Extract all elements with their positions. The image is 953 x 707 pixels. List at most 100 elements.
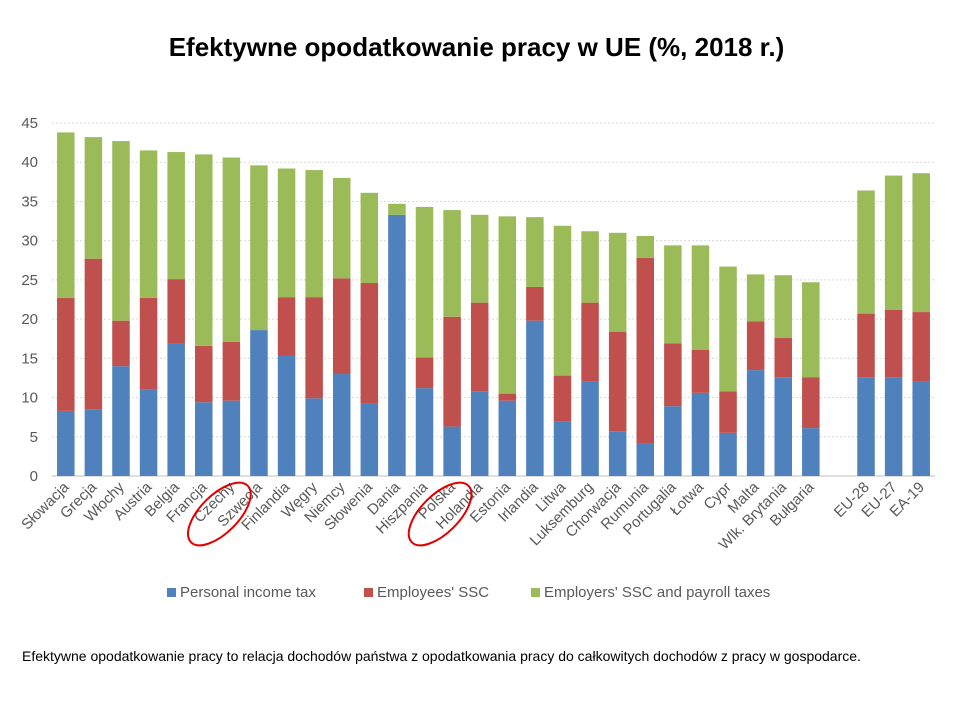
bar-segment: [636, 257, 655, 444]
bar-segment: [84, 258, 103, 410]
bar-segment: [526, 320, 544, 476]
bar-segment: [388, 203, 406, 215]
y-tick-label: 10: [21, 390, 38, 407]
y-tick-label: 15: [21, 350, 38, 367]
bar-segment: [470, 214, 489, 303]
bar-segment: [84, 409, 103, 476]
bar-segment: [608, 331, 627, 432]
y-tick-label: 20: [21, 311, 38, 328]
bar-segment: [884, 377, 903, 476]
highlight-ellipse: [187, 481, 252, 547]
bar-segment: [112, 320, 130, 367]
bar-segment: [195, 345, 213, 403]
bar-segment: [195, 154, 213, 346]
bar-segment: [167, 343, 185, 476]
bar-segment: [57, 297, 75, 411]
bar-segment: [664, 343, 682, 407]
bar-segment: [802, 282, 820, 378]
bar-segment: [84, 137, 103, 259]
legend-swatch: [167, 588, 176, 597]
bar-segment: [498, 216, 517, 394]
bar-segment: [305, 297, 323, 399]
bar-segment: [57, 132, 75, 298]
bar-segment: [332, 374, 351, 476]
y-tick-label: 0: [30, 468, 38, 485]
bar-segment: [746, 274, 765, 322]
bar-segment: [802, 377, 820, 429]
bar-segment: [857, 190, 875, 314]
y-tick-label: 35: [21, 193, 38, 210]
bar-segment: [884, 309, 903, 378]
bar-segment: [167, 279, 185, 344]
bar-segment: [139, 297, 158, 390]
bar-segment: [608, 232, 627, 332]
footnote: Efektywne opodatkowanie pracy to relacja…: [22, 648, 861, 664]
bar-segment: [277, 168, 296, 298]
bar-segment: [360, 403, 379, 476]
bar-segment: [470, 391, 489, 476]
bar-segment: [415, 388, 434, 476]
y-tick-label: 30: [21, 233, 38, 250]
bar-segment: [774, 275, 792, 338]
bar-segment: [691, 392, 710, 476]
bar-segment: [581, 302, 599, 382]
bar-segment: [774, 377, 792, 476]
legend-swatch: [531, 588, 540, 597]
bar-segment: [526, 286, 544, 321]
bar-segment: [857, 313, 875, 378]
legend-label: Employers' SSC and payroll taxes: [544, 584, 770, 601]
bar-segment: [802, 428, 820, 476]
bar-segment: [388, 214, 406, 476]
bar-segment: [581, 381, 599, 476]
bar-segment: [884, 175, 903, 310]
bar-segment: [415, 206, 434, 358]
bar-segment: [498, 393, 517, 401]
bar-segment: [664, 406, 682, 476]
bar-segment: [167, 152, 185, 280]
legend: Personal income tax Employees' SSC Employe…: [167, 584, 770, 601]
bar-segment: [443, 426, 461, 476]
bar-segment: [691, 245, 710, 350]
bar-segment: [332, 278, 351, 375]
bar-segment: [443, 210, 461, 317]
y-axis-ticks: 0 5 10 15 20 25 30 35 40 45: [21, 115, 38, 485]
bar-segment: [857, 377, 875, 476]
bar-segment: [112, 141, 130, 321]
bar-segment: [222, 157, 241, 342]
annotations: [187, 481, 473, 547]
bar-segment: [553, 375, 572, 422]
bar-segment: [719, 266, 737, 392]
bar-segment: [443, 316, 461, 427]
legend-swatch: [364, 588, 373, 597]
bar-segment: [222, 341, 241, 401]
bar-segment: [608, 431, 627, 476]
bar-segment: [222, 400, 241, 476]
y-tick-label: 40: [21, 154, 38, 171]
bar-segment: [691, 349, 710, 393]
bar-segment: [332, 177, 351, 279]
bar-segment: [305, 170, 323, 298]
bar-segment: [57, 410, 75, 476]
bar-segment: [498, 400, 517, 476]
bar-segment: [636, 235, 655, 258]
bar-segment: [360, 283, 379, 404]
bar-segment: [139, 389, 158, 476]
bar-segment: [553, 421, 572, 476]
y-tick-label: 25: [21, 272, 38, 289]
bar-segment: [581, 231, 599, 303]
bar-segment: [553, 225, 572, 376]
x-axis-labels: SłowacjaGrecjaWłochyAustriaBelgiaFrancja…: [18, 478, 928, 553]
bar-segment: [664, 245, 682, 344]
bar-segment: [139, 150, 158, 298]
bar-segment: [305, 398, 323, 476]
y-tick-label: 45: [21, 115, 38, 132]
legend-label: Personal income tax: [180, 584, 316, 601]
bar-segment: [112, 366, 130, 476]
bar-segment: [912, 173, 930, 313]
bar-segment: [360, 192, 379, 284]
bar-segment: [277, 355, 296, 476]
bar-segment: [719, 432, 737, 476]
bar-segment: [912, 381, 930, 476]
bar-segment: [470, 302, 489, 392]
